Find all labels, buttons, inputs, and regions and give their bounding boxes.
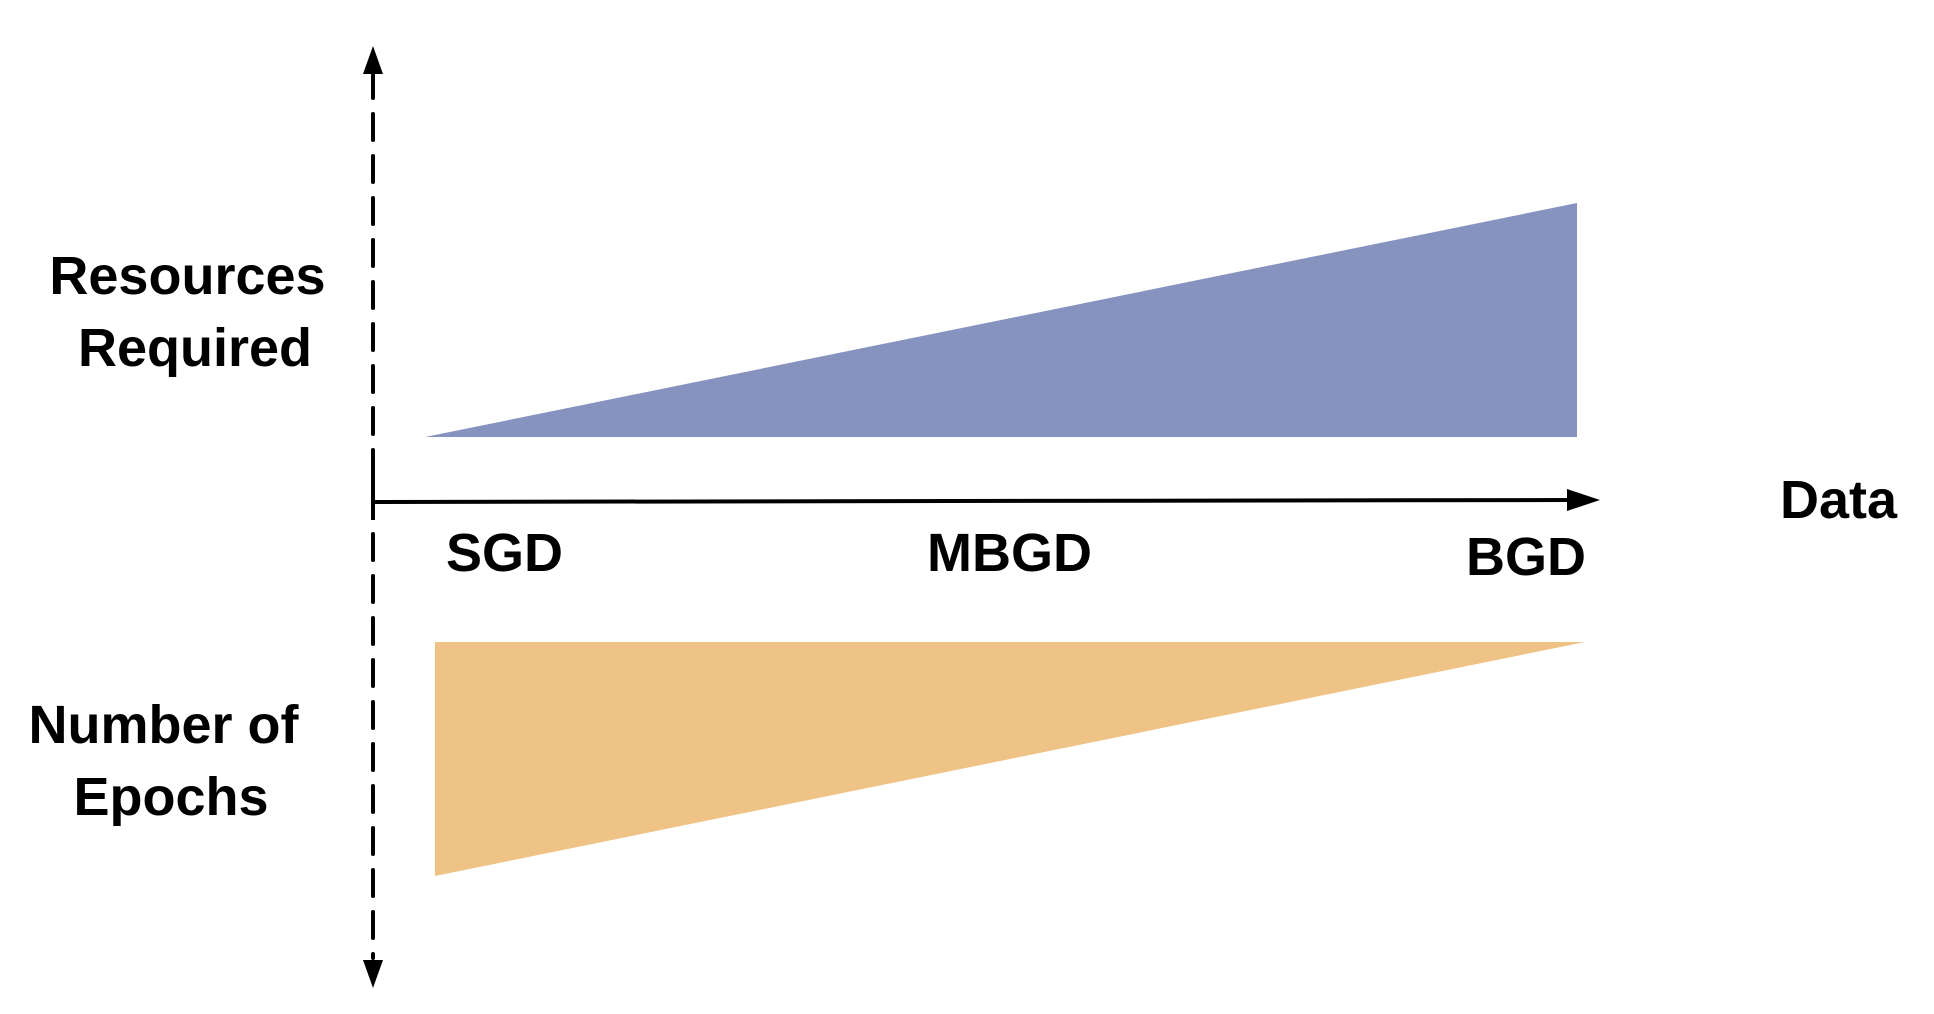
data-axis-label: Data xyxy=(1780,470,1898,530)
right-arrow-icon xyxy=(1567,489,1600,511)
epochs-wedge xyxy=(435,642,1585,876)
data-axis-line xyxy=(372,498,1573,504)
sgd-label: SGD xyxy=(446,523,563,583)
epochs-label-line2: Epochs xyxy=(73,767,268,827)
resources-label-line2: Required xyxy=(78,318,312,378)
resources-label-line1: Resources xyxy=(49,246,325,306)
epochs-label-line1: Number of xyxy=(28,695,299,755)
mbgd-label: MBGD xyxy=(927,523,1092,583)
down-arrow-icon xyxy=(363,960,383,988)
epochs-label: Number of Epochs xyxy=(28,695,313,827)
bgd-label: BGD xyxy=(1466,527,1586,587)
up-arrow-icon xyxy=(363,46,383,74)
resources-label: Resources Required xyxy=(49,246,340,378)
resources-wedge xyxy=(425,203,1577,437)
